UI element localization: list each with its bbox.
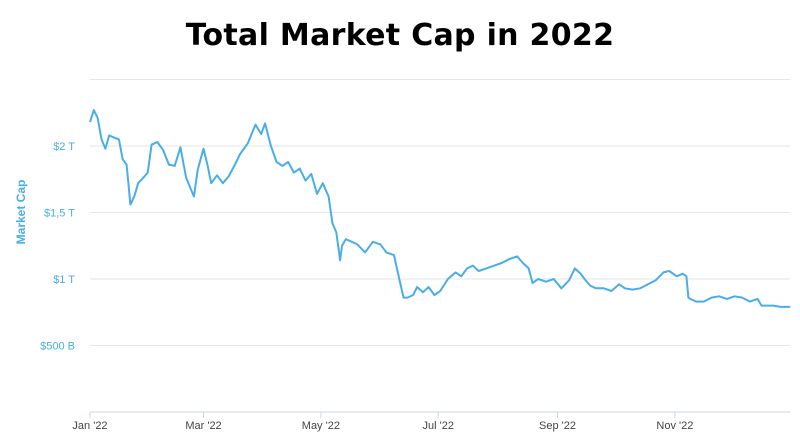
x-tick-label: Mar '22: [185, 420, 221, 432]
grid-lines: [90, 79, 790, 346]
x-tick-label: Jan '22: [72, 420, 107, 432]
y-tick-label: $1 T: [53, 274, 75, 286]
x-tick-label: May '22: [302, 420, 340, 432]
chart-title: Total Market Cap in 2022: [185, 18, 615, 53]
y-axis-ticks: $500 B $1 T $1,5 T $2 T: [40, 141, 75, 353]
x-tick-label: Nov '22: [656, 420, 693, 432]
series-layer: [89, 109, 791, 308]
x-axis: Jan '22 Mar '22 May '22 Jul '22 Sep '22 Nov '…: [72, 411, 790, 432]
x-tick-label: Jul '22: [423, 420, 454, 432]
y-tick-label: $1,5 T: [44, 208, 75, 220]
series-line: [89, 109, 791, 308]
y-tick-label: $2 T: [53, 141, 75, 153]
x-tick-label: Sep '22: [539, 420, 576, 432]
y-tick-label: $500 B: [40, 341, 75, 353]
y-axis-title: Market Cap: [14, 180, 28, 245]
